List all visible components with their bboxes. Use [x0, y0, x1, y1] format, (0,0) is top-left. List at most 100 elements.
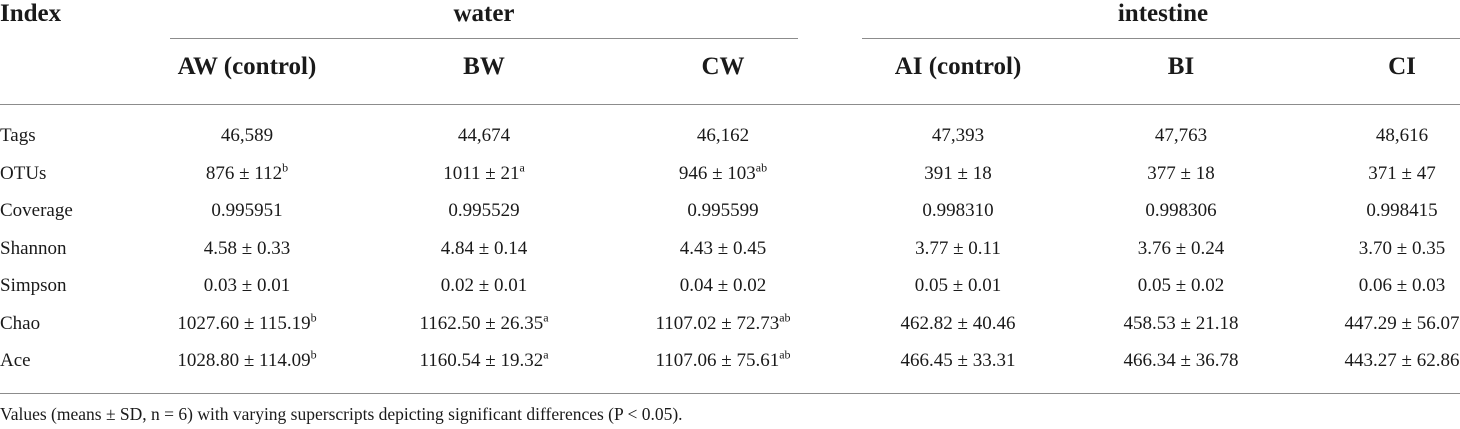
table-cell: 47,393 — [932, 125, 984, 147]
cell-value: 46,162 — [696, 125, 750, 146]
table-cell: 462.82 ± 40.46 — [901, 313, 1016, 335]
column-header-aw: AW (control) — [177, 53, 317, 80]
column-header-bw: BW — [463, 53, 505, 80]
table-cell: 443.27 ± 62.86 — [1345, 350, 1460, 372]
row-label: Ace — [0, 350, 31, 371]
cell-value: 0.995599 — [687, 200, 759, 221]
column-header-ai: AI (control) — [894, 53, 1022, 80]
row-label: Shannon — [0, 237, 67, 259]
table-cell: 1028.80 ± 114.09b — [177, 347, 317, 372]
cell-value: 1028.80 ± 114.09 — [177, 350, 311, 371]
table-cell: 0.06 ± 0.03 — [1359, 275, 1445, 297]
row-label: Simpson — [0, 275, 67, 296]
table-cell: 1160.54 ± 19.32a — [419, 347, 549, 372]
group-header-water: water — [453, 0, 515, 27]
table-footnote: Values (means ± SD, n = 6) with varying … — [0, 404, 683, 424]
table-cell: 4.43 ± 0.45 — [680, 238, 766, 260]
table-cell: 447.29 ± 56.07 — [1345, 313, 1460, 335]
table-cell: 46,589 — [221, 125, 273, 147]
cell-value: 4.58 ± 0.33 — [203, 237, 291, 259]
cell-value: 1160.54 ± 19.32 — [419, 350, 544, 371]
table-cell: 4.58 ± 0.33 — [204, 238, 290, 260]
table-cell: 377 ± 18 — [1147, 163, 1214, 185]
cell-value: 47,393 — [931, 125, 985, 146]
cell-value: 466.34 ± 36.78 — [1123, 350, 1239, 371]
cell-value: 447.29 ± 56.07 — [1344, 312, 1460, 334]
significance-superscript: b — [310, 310, 317, 325]
cell-value: 3.76 ± 0.24 — [1137, 237, 1225, 259]
cell-value: 47,763 — [1154, 125, 1208, 146]
column-header-ci: CI — [1388, 53, 1416, 80]
table-cell: 44,674 — [458, 125, 510, 147]
table-cell: 4.84 ± 0.14 — [441, 238, 527, 260]
table-cell: 466.34 ± 36.78 — [1124, 350, 1239, 372]
column-header-bi: BI — [1167, 53, 1195, 80]
significance-superscript: a — [543, 310, 549, 325]
cell-value: 0.998306 — [1145, 200, 1217, 221]
table-cell: 1027.60 ± 115.19b — [177, 310, 317, 335]
table-cell: 876 ± 112b — [206, 160, 289, 185]
cell-value: 1027.60 ± 115.19 — [177, 312, 311, 334]
table-cell: 3.70 ± 0.35 — [1359, 238, 1445, 260]
cell-value: 466.45 ± 33.31 — [900, 350, 1016, 371]
table-cell: 0.05 ± 0.02 — [1138, 275, 1224, 297]
cell-value: 0.05 ± 0.01 — [914, 275, 1002, 296]
cell-value: 0.995951 — [211, 200, 283, 221]
header-bottom-rule — [0, 104, 1460, 105]
table-cell: 0.995599 — [687, 200, 758, 222]
cell-value: 946 ± 103 — [678, 162, 756, 184]
cell-value: 1107.02 ± 72.73 — [655, 312, 780, 334]
table-cell: 371 ± 47 — [1368, 163, 1435, 185]
row-label: Chao — [0, 312, 41, 334]
table-cell: 1107.02 ± 72.73ab — [655, 310, 791, 335]
significance-superscript: ab — [755, 160, 768, 175]
intestine-group-rule — [862, 38, 1460, 39]
row-label: OTUs — [0, 162, 47, 184]
cell-value: 391 ± 18 — [924, 162, 992, 184]
significance-superscript: b — [310, 347, 317, 362]
row-label: Coverage — [0, 200, 73, 221]
table-cell: 48,616 — [1376, 125, 1428, 147]
significance-superscript: a — [543, 347, 549, 362]
cell-value: 443.27 ± 62.86 — [1344, 350, 1460, 371]
cell-value: 0.998310 — [922, 200, 994, 221]
table-cell: 946 ± 103ab — [678, 160, 768, 185]
cell-value: 0.04 ± 0.02 — [679, 275, 767, 296]
cell-value: 1162.50 ± 26.35 — [419, 312, 544, 334]
table-cell: 3.76 ± 0.24 — [1138, 238, 1224, 260]
row-label: Tags — [0, 125, 36, 146]
table-cell: 46,162 — [697, 125, 749, 147]
table-bottom-rule — [0, 393, 1460, 394]
cell-value: 3.77 ± 0.11 — [915, 237, 1001, 259]
column-header-cw: CW — [701, 53, 745, 80]
cell-value: 46,589 — [220, 125, 274, 146]
significance-superscript: ab — [779, 347, 791, 362]
table-cell: 0.995951 — [211, 200, 282, 222]
cell-value: 0.998415 — [1366, 200, 1438, 221]
table-cell: 1162.50 ± 26.35a — [419, 310, 549, 335]
table-cell: 1011 ± 21a — [443, 160, 525, 185]
cell-value: 4.84 ± 0.14 — [440, 237, 528, 259]
table-cell: 391 ± 18 — [924, 163, 991, 185]
table-cell: 0.998415 — [1366, 200, 1437, 222]
table-cell: 458.53 ± 21.18 — [1124, 313, 1239, 335]
cell-value: 1107.06 ± 75.61 — [655, 350, 780, 371]
significance-superscript: ab — [779, 310, 791, 325]
cell-value: 1011 ± 21 — [443, 162, 520, 184]
table-cell: 466.45 ± 33.31 — [901, 350, 1016, 372]
cell-value: 371 ± 47 — [1368, 162, 1436, 184]
significance-superscript: b — [282, 160, 289, 175]
index-header: Index — [0, 0, 62, 27]
table-cell: 1107.06 ± 75.61ab — [655, 347, 791, 372]
table-cell: 0.998306 — [1145, 200, 1216, 222]
cell-value: 462.82 ± 40.46 — [900, 312, 1016, 334]
table-cell: 0.995529 — [448, 200, 519, 222]
cell-value: 44,674 — [457, 125, 511, 146]
cell-value: 48,616 — [1375, 125, 1429, 146]
table-cell: 0.998310 — [922, 200, 993, 222]
cell-value: 3.70 ± 0.35 — [1358, 237, 1446, 259]
significance-superscript: a — [519, 160, 525, 175]
cell-value: 458.53 ± 21.18 — [1123, 312, 1239, 334]
table-cell: 0.03 ± 0.01 — [204, 275, 290, 297]
group-header-intestine: intestine — [1117, 0, 1209, 27]
